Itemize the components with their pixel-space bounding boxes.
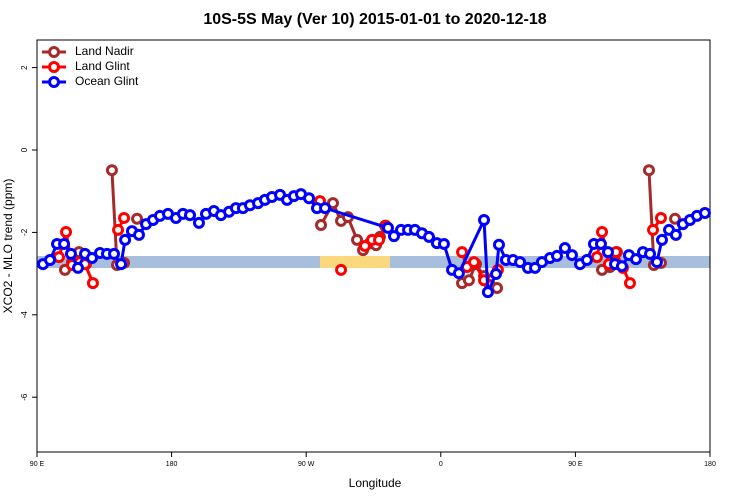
data-point xyxy=(86,251,99,264)
legend-marker xyxy=(48,76,60,88)
data-point xyxy=(590,251,603,264)
data-point xyxy=(382,221,395,234)
data-point xyxy=(456,246,469,259)
data-point xyxy=(615,260,628,273)
data-point xyxy=(452,267,465,280)
data-point xyxy=(422,230,435,243)
data-point xyxy=(387,230,400,243)
data-point xyxy=(192,216,205,229)
data-point xyxy=(514,256,527,269)
data-point xyxy=(644,247,657,260)
data-point xyxy=(642,164,655,177)
data-point xyxy=(596,225,609,238)
data-point xyxy=(326,197,339,210)
x-tick-label: 0 xyxy=(439,461,443,468)
series xyxy=(36,188,711,299)
land-band xyxy=(320,256,390,268)
data-point xyxy=(105,164,118,177)
data-point xyxy=(86,277,99,290)
data-point xyxy=(594,237,607,250)
data-point xyxy=(303,192,316,205)
data-point xyxy=(462,274,475,287)
x-tick-label: 90 E xyxy=(30,461,45,468)
y-tick-label: 0 xyxy=(20,147,29,152)
data-point xyxy=(132,228,145,241)
data-point xyxy=(44,254,57,267)
data-point xyxy=(669,212,682,225)
data-point xyxy=(481,286,494,299)
data-point xyxy=(558,242,571,255)
data-point xyxy=(551,249,564,262)
data-point xyxy=(119,233,132,246)
data-point xyxy=(319,202,332,215)
data-point xyxy=(468,256,481,269)
data-point xyxy=(358,240,371,252)
y-tick-label: -2 xyxy=(20,228,29,236)
data-point xyxy=(60,225,73,238)
legend-label: Land Nadir xyxy=(75,44,134,58)
data-point xyxy=(580,254,593,267)
data-point xyxy=(647,223,660,236)
x-tick-label: 90 W xyxy=(298,461,315,468)
legend-label: Ocean Glint xyxy=(75,74,139,88)
legend-marker xyxy=(48,46,60,58)
data-point xyxy=(669,228,682,241)
data-point xyxy=(698,207,711,220)
data-point xyxy=(131,212,144,225)
y-tick-label: -6 xyxy=(20,393,29,401)
data-point xyxy=(602,246,615,259)
data-point xyxy=(491,282,504,295)
data-point xyxy=(623,277,636,290)
data-point xyxy=(115,258,128,271)
data-point xyxy=(654,211,667,224)
data-point xyxy=(650,256,663,269)
x-tick-label: 90 E xyxy=(568,461,583,468)
x-tick-label: 180 xyxy=(166,461,178,468)
data-point xyxy=(492,238,505,251)
data-point xyxy=(64,247,77,260)
legend-marker xyxy=(48,61,60,73)
data-point xyxy=(351,233,364,246)
chart-title: 10S-5S May (Ver 10) 2015-01-01 to 2020-1… xyxy=(203,11,546,28)
data-point xyxy=(315,218,328,231)
series xyxy=(58,164,682,295)
data-point xyxy=(118,211,131,224)
data-point xyxy=(335,263,348,276)
legend-label: Land Glint xyxy=(75,59,130,73)
plot-frame xyxy=(36,39,711,453)
y-tick-label: 2 xyxy=(20,65,29,70)
data-point xyxy=(71,261,84,274)
x-tick-label: 180 xyxy=(704,461,716,468)
data-point xyxy=(373,233,386,246)
x-axis-label: Longitude xyxy=(349,476,402,490)
data-point xyxy=(108,247,121,260)
data-point xyxy=(183,209,196,222)
data-point xyxy=(437,237,450,250)
y-tick-label: -4 xyxy=(20,311,29,319)
data-point xyxy=(112,223,125,236)
data-point xyxy=(565,249,578,262)
data-point xyxy=(629,253,642,266)
data-point xyxy=(478,214,491,227)
y-axis-label: XCO2 - MLO trend (ppm) xyxy=(1,179,15,314)
data-point xyxy=(489,268,502,281)
data-point xyxy=(655,233,668,246)
data-point xyxy=(58,237,71,250)
